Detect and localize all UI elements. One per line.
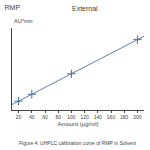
svg-text:Amount (μg/ml): Amount (μg/ml) [57,121,98,127]
svg-text:Figure 4: UHPLC calibration cu: Figure 4: UHPLC calibration curve of RMP… [19,140,137,146]
svg-text:60: 60 [42,114,48,120]
svg-text:AU*min: AU*min [14,18,33,24]
svg-text:External: External [72,5,98,12]
svg-text:RMP: RMP [5,4,21,11]
svg-text:40: 40 [29,114,35,120]
svg-text:180: 180 [120,114,129,120]
svg-text:20: 20 [16,114,22,120]
svg-text:80: 80 [55,114,61,120]
svg-text:140: 140 [94,114,103,120]
svg-text:200: 200 [133,114,142,120]
svg-text:100: 100 [67,114,76,120]
svg-text:120: 120 [80,114,89,120]
svg-text:160: 160 [107,114,116,120]
